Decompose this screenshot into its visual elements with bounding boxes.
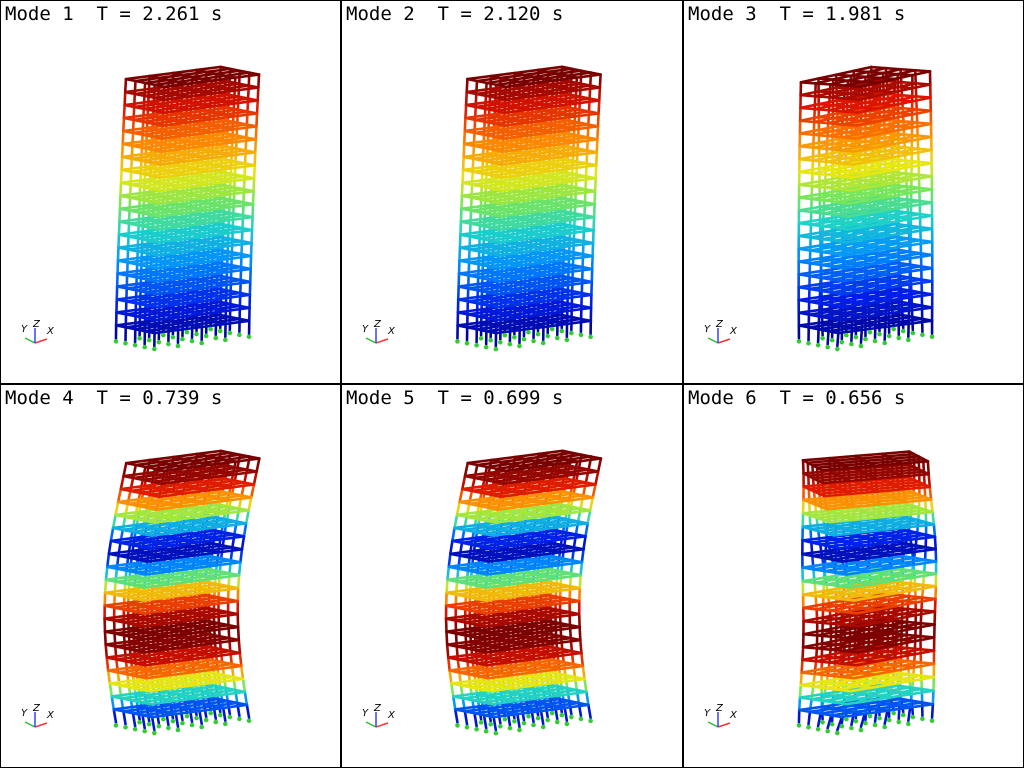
mode-label: Mode 2 [346, 3, 415, 25]
frame-members [444, 449, 603, 732]
support-nodes [796, 710, 935, 736]
support-nodes [455, 710, 593, 736]
axis-label-x: X [46, 326, 55, 337]
mode-title: Mode 5 T = 0.699 s [346, 388, 563, 409]
axis-label-y: Y [21, 708, 28, 719]
tower-wireframe [796, 450, 938, 736]
mode-period: T = 0.699 s [437, 387, 564, 409]
axes-triad-icon: Y ZX [704, 703, 738, 728]
tower-wireframe [444, 449, 603, 736]
mode-period: T = 2.120 s [437, 3, 564, 25]
axis-label-z: Z [373, 703, 382, 714]
tower-wireframe [455, 65, 602, 352]
tower-wireframe [103, 449, 261, 736]
axis-label-y: Y [362, 324, 369, 335]
axis-label-y: Y [704, 324, 711, 335]
axis-label-x: X [387, 710, 396, 721]
mode-label: Mode 4 [5, 387, 74, 409]
mode-title: Mode 1 T = 2.261 s [5, 4, 222, 25]
axes-triad-icon: Y ZX [362, 703, 396, 728]
mode-label: Mode 1 [5, 3, 74, 25]
frame-members [456, 65, 602, 348]
support-nodes [796, 326, 935, 352]
axis-label-z: Z [32, 703, 41, 714]
axis-label-x: X [46, 710, 55, 721]
mode-period: T = 0.739 s [96, 387, 223, 409]
support-nodes [455, 326, 593, 352]
axis-label-z: Z [715, 319, 724, 330]
frame-members [103, 449, 261, 732]
frame-members [797, 65, 934, 348]
mode-title: Mode 6 T = 0.656 s [688, 388, 905, 409]
axes-triad-icon: Y ZX [21, 319, 55, 344]
axis-label-y: Y [704, 708, 711, 719]
axis-label-y: Y [362, 708, 369, 719]
mode-title: Mode 4 T = 0.739 s [5, 388, 222, 409]
mode-label: Mode 3 [688, 3, 757, 25]
mode-period: T = 2.261 s [96, 3, 223, 25]
mode-label: Mode 6 [688, 387, 757, 409]
mode-label: Mode 5 [346, 387, 415, 409]
axes-triad-icon: Y ZX [21, 703, 55, 728]
mode-title: Mode 2 T = 2.120 s [346, 4, 563, 25]
tower-wireframe [113, 65, 261, 352]
frame-members [114, 65, 261, 348]
axis-label-x: X [729, 710, 738, 721]
axes-triad-icon: Y ZX [704, 319, 738, 344]
axes-triad-icon: Y ZX [362, 319, 396, 344]
mode-title: Mode 3 T = 1.981 s [688, 4, 905, 25]
axis-label-z: Z [715, 703, 724, 714]
axis-label-y: Y [21, 324, 28, 335]
axis-label-z: Z [32, 319, 41, 330]
support-nodes [113, 326, 252, 352]
mode-period: T = 0.656 s [779, 387, 906, 409]
axis-label-z: Z [373, 319, 382, 330]
axis-label-x: X [387, 326, 396, 337]
axis-label-x: X [729, 326, 738, 337]
tower-wireframe [796, 65, 935, 352]
mode-period: T = 1.981 s [779, 3, 906, 25]
frame-members [797, 450, 938, 732]
support-nodes [113, 710, 252, 736]
